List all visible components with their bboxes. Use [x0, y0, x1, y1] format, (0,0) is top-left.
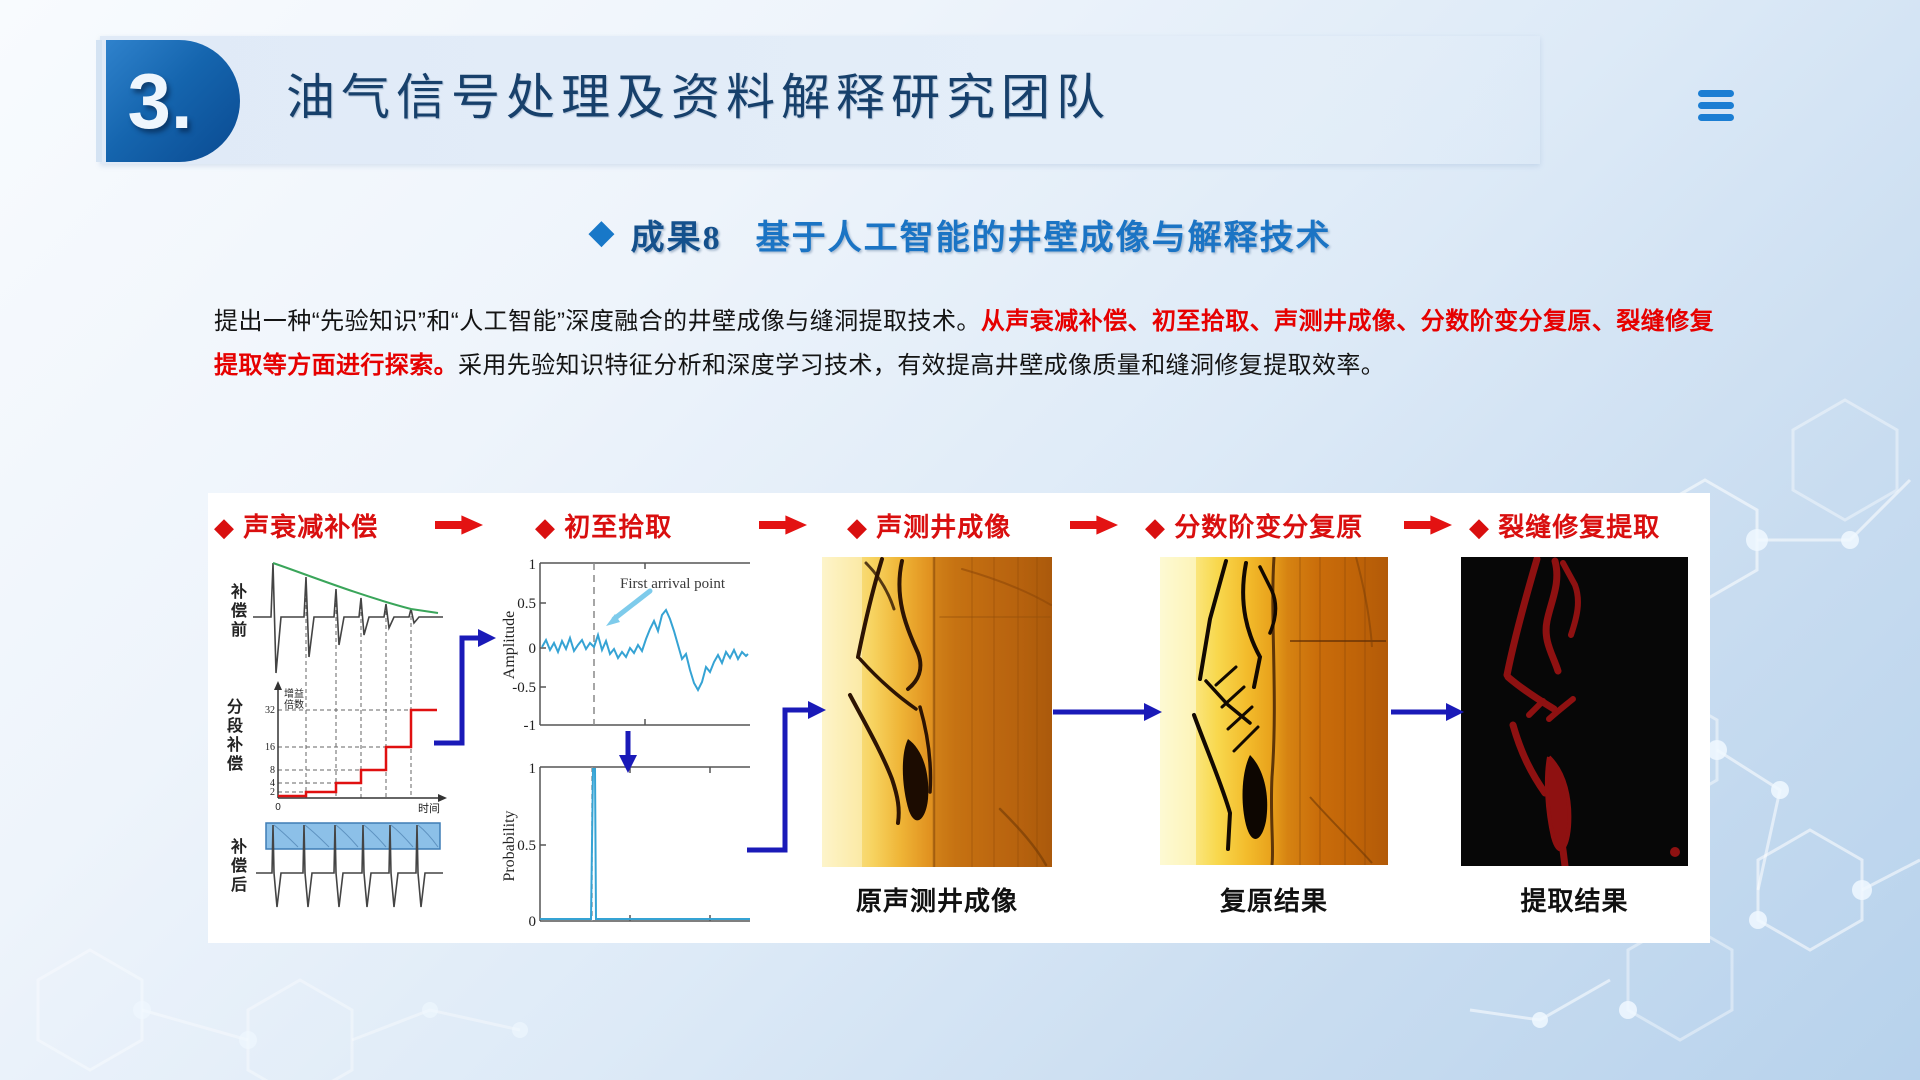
label-after-compensation: 补偿后	[228, 838, 245, 895]
svg-text:-1: -1	[524, 718, 537, 734]
section-number-badge: 3.	[106, 40, 240, 162]
paragraph-red: 从声衰减补偿、初至拾取、声测井成像、分数阶变分复原、裂缝修复提取等方面进行探索。	[214, 308, 1714, 379]
caption-original: 原声测井成像	[855, 886, 1018, 916]
step-label-restoration: ◆ 分数阶变分复原	[1145, 512, 1364, 542]
svg-text:倍数: 倍数	[284, 698, 304, 711]
workflow-panel: ◆ 声衰减补偿 ◆ 初至拾取 ◆ 声测井成像 ◆ 分数阶变分复原 ◆ 裂缝修复提…	[208, 493, 1710, 943]
waveform-before	[253, 562, 443, 674]
body-paragraph: 提出一种“先验知识”和“人工智能”深度融合的井壁成像与缝洞提取技术。从声衰减补偿…	[214, 300, 1714, 388]
fracture-extraction-image	[1461, 557, 1688, 866]
svg-text:0: 0	[275, 802, 281, 813]
red-arrow-icon	[435, 515, 483, 535]
label-segment-compensation: 分段补偿	[224, 698, 241, 774]
gain-band	[265, 822, 441, 850]
step-label-first-arrival: ◆ 初至拾取	[535, 512, 673, 542]
svg-text:时间: 时间	[418, 802, 440, 815]
label-before-compensation: 补偿前	[228, 583, 245, 640]
borehole-image-original	[822, 557, 1052, 867]
section-number: 3.	[127, 57, 193, 145]
paragraph-black-1: 提出一种“先验知识”和“人工智能”深度融合的井壁成像与缝洞提取技术。	[214, 308, 981, 335]
amplitude-ylabel: Amplitude	[501, 611, 518, 679]
svg-text:0: 0	[529, 914, 537, 930]
probability-spike	[540, 768, 750, 920]
hamburger-menu-icon[interactable]	[1698, 90, 1734, 121]
svg-text:16: 16	[265, 742, 275, 753]
svg-text:32: 32	[265, 705, 275, 716]
acoustic-waveform	[541, 608, 749, 693]
svg-text:0.5: 0.5	[517, 838, 536, 854]
paragraph-black-2: 采用先验知识特征分析和深度学习技术，有效提高井壁成像质量和缝洞修复提取效率。	[458, 352, 1386, 379]
step-label-imaging: ◆ 声测井成像	[847, 512, 1012, 542]
header-band	[100, 36, 1540, 164]
caption-restored: 复原结果	[1219, 886, 1328, 916]
svg-text:4: 4	[270, 778, 275, 789]
step-label-attenuation: ◆ 声衰减补偿	[214, 512, 379, 542]
probability-ylabel: Probability	[501, 810, 518, 881]
compensation-figure: 32 16 8 4 2 0 增益 倍数 时间	[253, 562, 447, 908]
caption-extracted: 提取结果	[1520, 886, 1629, 916]
borehole-image-restored	[1160, 557, 1388, 865]
svg-text:增益: 增益	[284, 687, 304, 700]
svg-text:-0.5: -0.5	[512, 680, 536, 696]
achievement-title: 基于人工智能的井壁成像与解释技术	[755, 220, 1332, 257]
annotation-arrow	[611, 588, 653, 622]
decay-envelope	[272, 562, 439, 614]
amplitude-plot: 1 0.5 0 -0.5 -1 Amplitude First arrival …	[501, 557, 750, 734]
svg-text:2: 2	[270, 787, 275, 798]
svg-text:0.5: 0.5	[517, 596, 536, 612]
subtitle-row: ◆ 成果8 基于人工智能的井壁成像与解释技术	[0, 210, 1920, 259]
red-arrow-icon	[1404, 515, 1452, 535]
first-arrival-annotation: First arrival point	[620, 576, 726, 592]
badge-left-edge	[96, 40, 102, 162]
achievement-tag: 成果8	[630, 220, 722, 257]
svg-text:1: 1	[529, 761, 537, 777]
arrowhead-to-amplitude	[478, 629, 496, 647]
diamond-icon: ◆	[588, 213, 615, 251]
waveform-after	[256, 824, 443, 908]
page-title: 油气信号处理及资料解释研究团队	[286, 70, 1112, 125]
svg-text:0: 0	[529, 641, 537, 657]
step-label-extraction: ◆ 裂缝修复提取	[1469, 512, 1661, 542]
red-arrow-icon	[759, 515, 807, 535]
red-arrow-icon	[1070, 515, 1118, 535]
svg-text:8: 8	[270, 765, 275, 776]
svg-text:1: 1	[529, 557, 537, 573]
gain-staircase	[278, 708, 437, 798]
probability-plot: 1 0.5 0 Probability	[501, 761, 750, 930]
